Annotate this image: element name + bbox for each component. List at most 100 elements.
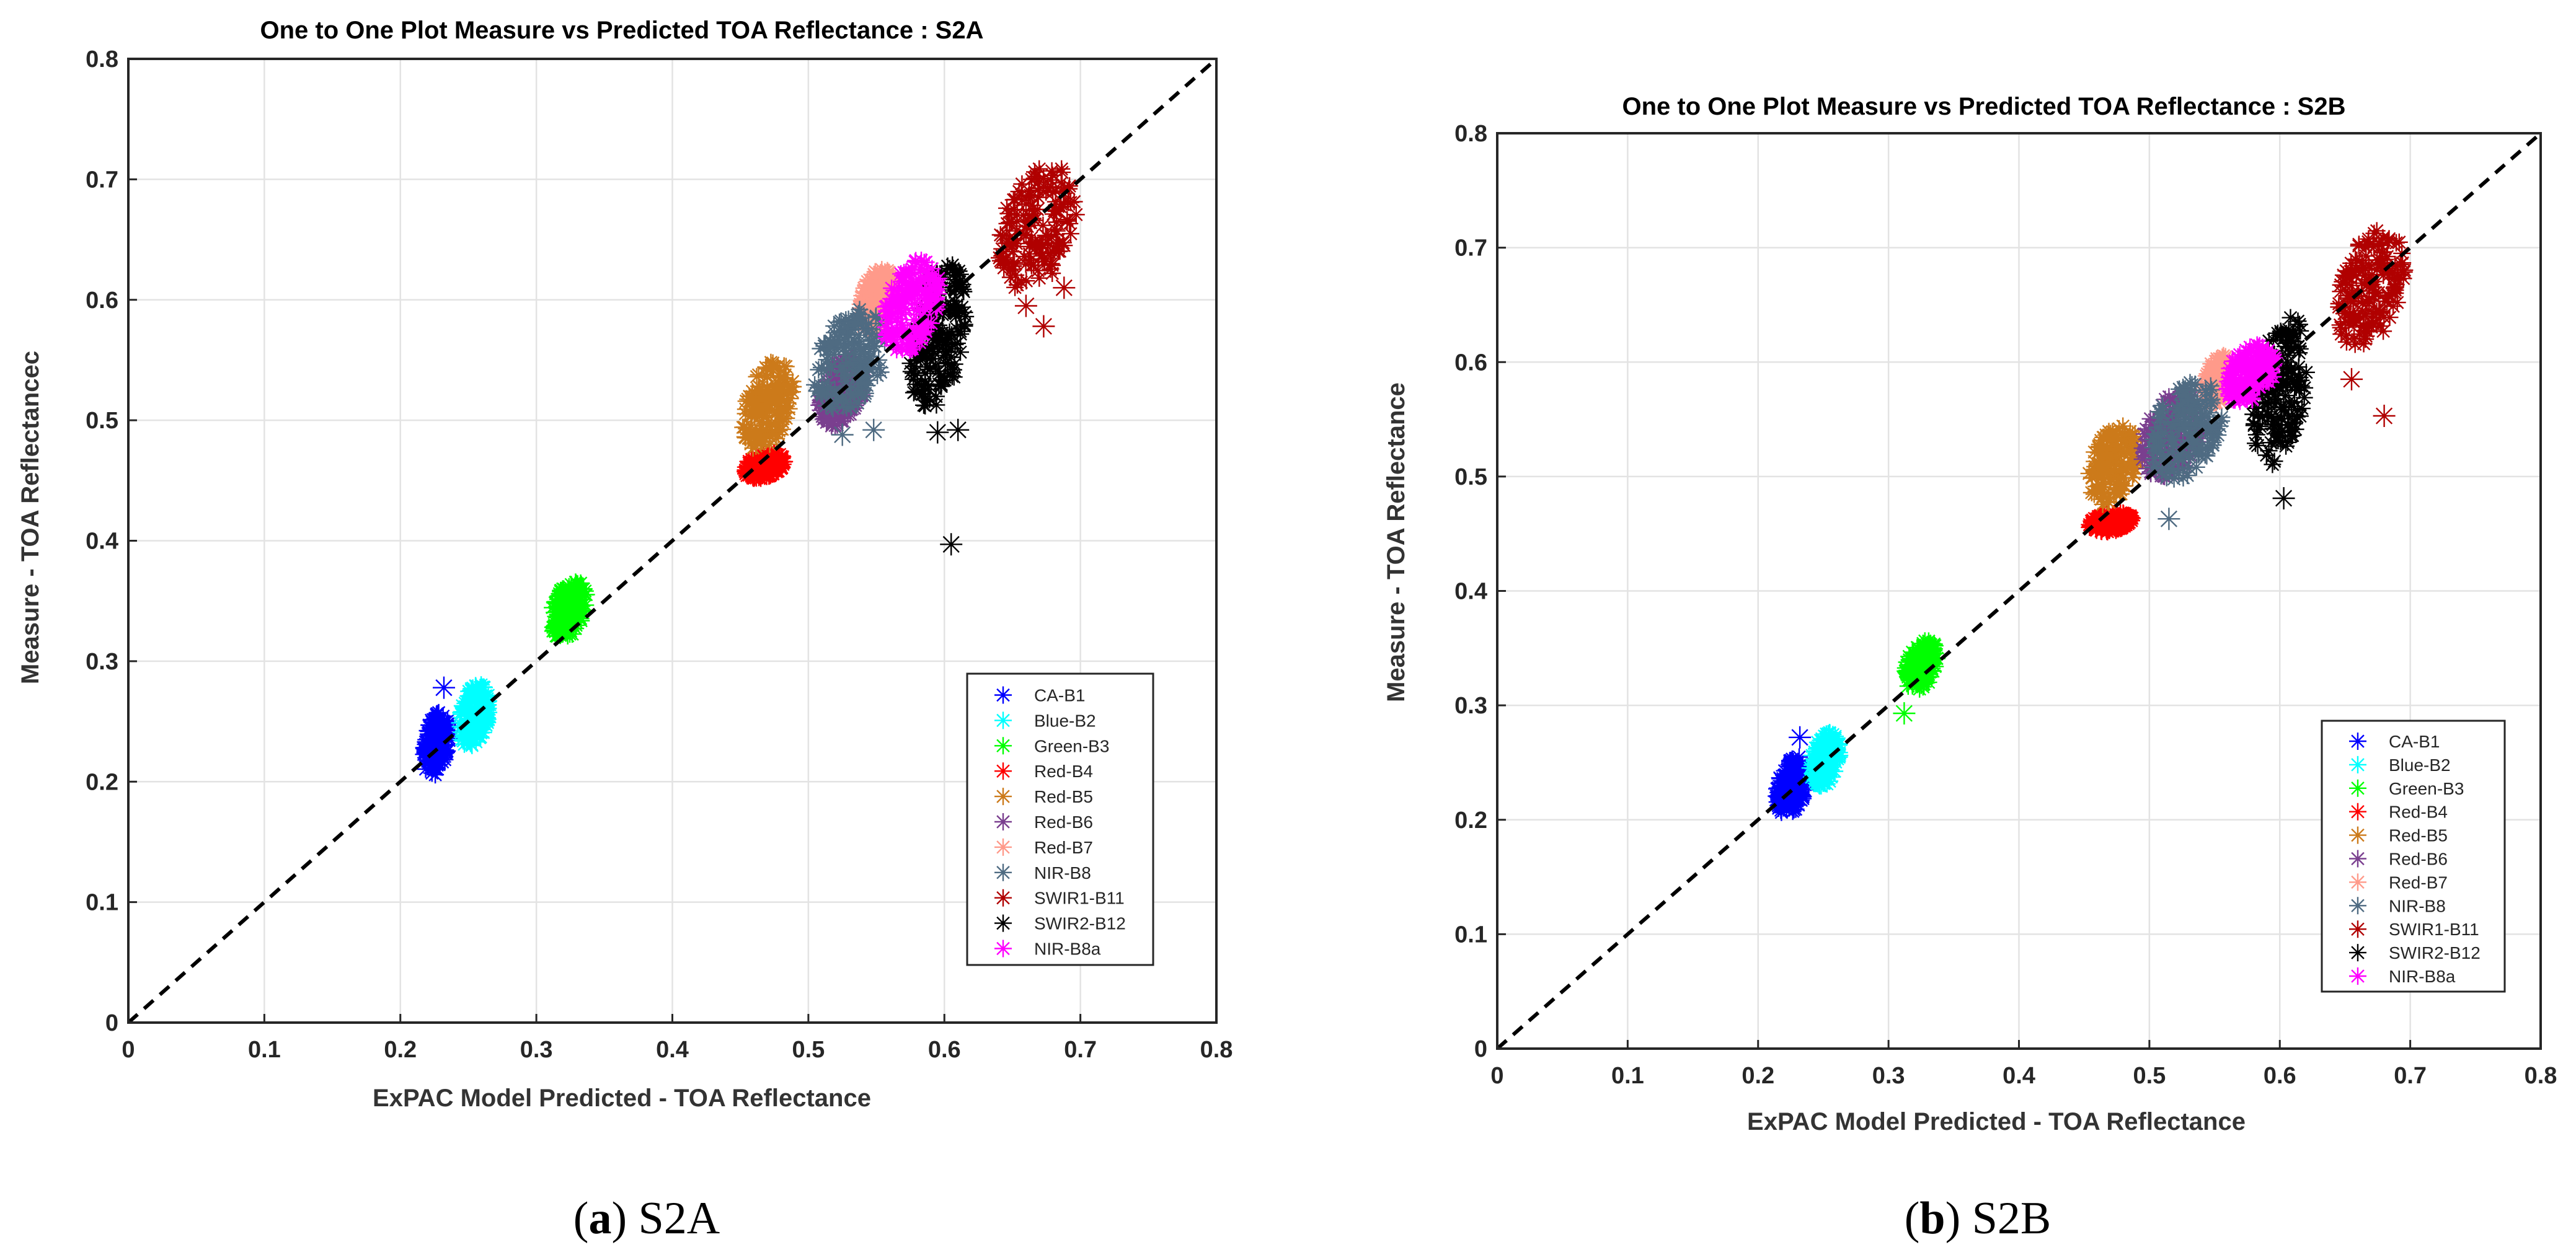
data-point <box>1782 752 1800 769</box>
data-point <box>755 422 772 440</box>
legend-entry: Red-B7 <box>2389 873 2448 892</box>
data-point <box>2144 413 2162 431</box>
data-point <box>849 308 867 326</box>
data-point <box>467 683 485 701</box>
data-point <box>2386 269 2403 287</box>
data-point <box>820 358 838 376</box>
data-point <box>1828 735 1846 753</box>
data-point <box>2138 460 2156 478</box>
data-point <box>2113 519 2131 537</box>
data-point <box>2375 322 2392 340</box>
series-group <box>1768 222 2414 821</box>
data-point <box>2198 447 2216 465</box>
data-point <box>1019 218 1037 236</box>
data-point <box>1008 213 1026 231</box>
data-point <box>743 451 761 469</box>
data-point <box>856 368 874 386</box>
data-point <box>2256 394 2274 412</box>
data-point <box>2216 348 2234 366</box>
data-point <box>417 760 435 778</box>
caption-open-paren: ( <box>1905 1193 1920 1244</box>
data-point <box>902 286 920 304</box>
panel-caption: (a) S2A <box>573 1193 720 1244</box>
legend-entry: SWIR2-B12 <box>1034 914 1126 933</box>
data-point <box>859 358 877 375</box>
data-point <box>1047 226 1065 244</box>
data-point <box>879 312 896 330</box>
data-point <box>1787 775 1805 793</box>
data-point <box>567 573 585 591</box>
data-point <box>2221 375 2239 393</box>
data-point <box>2207 368 2225 385</box>
data-point <box>916 297 934 315</box>
data-point <box>1048 213 1066 231</box>
data-point-outlier <box>1014 294 1037 317</box>
data-point <box>428 760 446 778</box>
data-point <box>2259 341 2277 359</box>
data-point <box>1786 772 1804 790</box>
data-point <box>860 354 878 372</box>
data-point <box>1047 182 1064 200</box>
data-point <box>2115 469 2133 487</box>
data-point <box>840 353 858 371</box>
data-point <box>1915 658 1933 675</box>
data-point <box>870 359 888 377</box>
data-point <box>2243 377 2260 395</box>
legend-entry: Blue-B2 <box>2389 755 2451 775</box>
data-point <box>916 270 934 288</box>
data-point <box>2289 312 2307 330</box>
data-point <box>568 608 586 626</box>
legend-marker-icon <box>2349 967 2366 985</box>
data-point <box>1022 251 1040 269</box>
data-point <box>2338 268 2356 286</box>
data-point <box>1798 758 1816 776</box>
data-point <box>2357 239 2375 256</box>
x-axis-label: ExPAC Model Predicted - TOA Reflectance <box>373 1085 871 1112</box>
data-point <box>935 346 953 364</box>
x-tick-label: 0.3 <box>1872 1063 1905 1089</box>
data-point <box>1784 752 1802 770</box>
series-red-b4 <box>2081 504 2141 540</box>
data-point <box>419 755 437 773</box>
data-point <box>866 277 884 295</box>
data-point <box>991 252 1009 270</box>
data-point <box>905 358 923 376</box>
data-point <box>2190 445 2208 463</box>
data-point <box>762 460 780 478</box>
data-point <box>2135 425 2153 443</box>
data-point <box>1005 201 1023 219</box>
legend-marker-icon <box>994 813 1012 830</box>
y-axis-label: Measure - TOA Reflectancec <box>17 351 44 684</box>
data-point <box>2291 369 2309 387</box>
data-point <box>923 309 941 326</box>
data-point <box>736 428 754 446</box>
y-tick-label: 0 <box>1474 1036 1487 1062</box>
data-point <box>2152 403 2170 421</box>
data-point <box>2133 439 2151 457</box>
data-point <box>769 403 787 421</box>
data-point <box>781 390 799 408</box>
data-point <box>1052 174 1070 192</box>
data-point <box>2200 415 2218 433</box>
data-point <box>2354 317 2372 334</box>
data-point <box>837 311 855 329</box>
data-point <box>420 716 438 734</box>
data-point <box>2095 485 2113 503</box>
data-point <box>941 323 958 341</box>
legend-marker-icon <box>2349 755 2366 773</box>
data-point <box>901 335 919 353</box>
data-point <box>2264 416 2282 434</box>
data-point <box>2127 460 2144 478</box>
data-point-outlier <box>862 418 885 441</box>
legend-box <box>966 672 1154 966</box>
data-point <box>1897 659 1914 677</box>
data-point <box>2180 459 2198 477</box>
caption-text: ) S2A <box>611 1193 720 1244</box>
data-point <box>2269 379 2286 397</box>
legend-marker-icon <box>994 838 1012 856</box>
data-point <box>2203 394 2221 412</box>
data-point <box>897 299 915 317</box>
data-point <box>768 415 786 433</box>
data-point <box>2111 485 2129 503</box>
data-point <box>934 372 952 390</box>
